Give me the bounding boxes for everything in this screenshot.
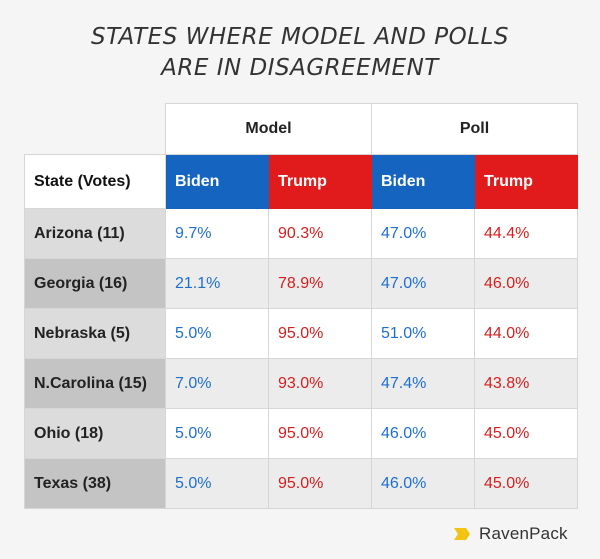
poll-trump-cell: 44.0%	[474, 308, 578, 359]
table-row: Ohio (18) 5.0% 95.0% 46.0% 45.0%	[24, 408, 578, 459]
table-row: Arizona (11) 9.7% 90.3% 47.0% 44.4%	[24, 208, 578, 259]
model-biden-cell: 7.0%	[165, 358, 269, 409]
poll-biden-cell: 51.0%	[371, 308, 475, 359]
column-header-poll-trump: Trump	[474, 154, 578, 209]
group-header-model: Model	[165, 103, 372, 155]
blank-corner-cell	[24, 103, 166, 155]
poll-trump-cell: 46.0%	[474, 258, 578, 309]
table-row: Nebraska (5) 5.0% 95.0% 51.0% 44.0%	[24, 308, 578, 359]
poll-biden-cell: 47.0%	[371, 208, 475, 259]
state-cell: Ohio (18)	[24, 408, 166, 459]
model-trump-cell: 93.0%	[268, 358, 372, 409]
chart-title-line-1: STATES WHERE MODEL AND POLLS	[91, 24, 509, 50]
table-row: N.Carolina (15) 7.0% 93.0% 47.4% 43.8%	[24, 358, 578, 409]
state-cell: Georgia (16)	[24, 258, 166, 309]
model-biden-cell: 5.0%	[165, 308, 269, 359]
column-header-poll-biden: Biden	[371, 154, 475, 209]
poll-trump-cell: 45.0%	[474, 458, 578, 509]
column-header-state: State (Votes)	[24, 154, 166, 209]
model-trump-cell: 95.0%	[268, 408, 372, 459]
model-biden-cell: 21.1%	[165, 258, 269, 309]
model-trump-cell: 90.3%	[268, 208, 372, 259]
model-trump-cell: 95.0%	[268, 458, 372, 509]
poll-biden-cell: 47.4%	[371, 358, 475, 409]
poll-trump-cell: 43.8%	[474, 358, 578, 409]
ravenpack-logo-icon	[454, 528, 470, 540]
model-trump-cell: 95.0%	[268, 308, 372, 359]
chart-title-line-2: ARE IN DISAGREEMENT	[161, 55, 439, 81]
model-biden-cell: 9.7%	[165, 208, 269, 259]
poll-biden-cell: 46.0%	[371, 458, 475, 509]
group-header-poll: Poll	[371, 103, 578, 155]
table-row: Georgia (16) 21.1% 78.9% 47.0% 46.0%	[24, 258, 578, 309]
poll-biden-cell: 47.0%	[371, 258, 475, 309]
column-header-model-trump: Trump	[268, 154, 372, 209]
poll-biden-cell: 46.0%	[371, 408, 475, 459]
state-cell: N.Carolina (15)	[24, 358, 166, 409]
model-trump-cell: 78.9%	[268, 258, 372, 309]
poll-trump-cell: 44.4%	[474, 208, 578, 259]
state-cell: Arizona (11)	[24, 208, 166, 259]
comparison-table: Model Poll State (Votes) Biden Trump Bid…	[24, 103, 578, 509]
table-row: Texas (38) 5.0% 95.0% 46.0% 45.0%	[24, 458, 578, 509]
ravenpack-logo: RavenPack	[454, 524, 568, 544]
group-header-row: Model Poll	[24, 103, 578, 155]
poll-trump-cell: 45.0%	[474, 408, 578, 459]
model-biden-cell: 5.0%	[165, 408, 269, 459]
column-header-model-biden: Biden	[165, 154, 269, 209]
state-cell: Texas (38)	[24, 458, 166, 509]
state-cell: Nebraska (5)	[24, 308, 166, 359]
model-biden-cell: 5.0%	[165, 458, 269, 509]
chart-title: STATES WHERE MODEL AND POLLS ARE IN DISA…	[0, 22, 600, 84]
column-header-row: State (Votes) Biden Trump Biden Trump	[24, 154, 578, 209]
ravenpack-logo-text: RavenPack	[479, 524, 568, 543]
